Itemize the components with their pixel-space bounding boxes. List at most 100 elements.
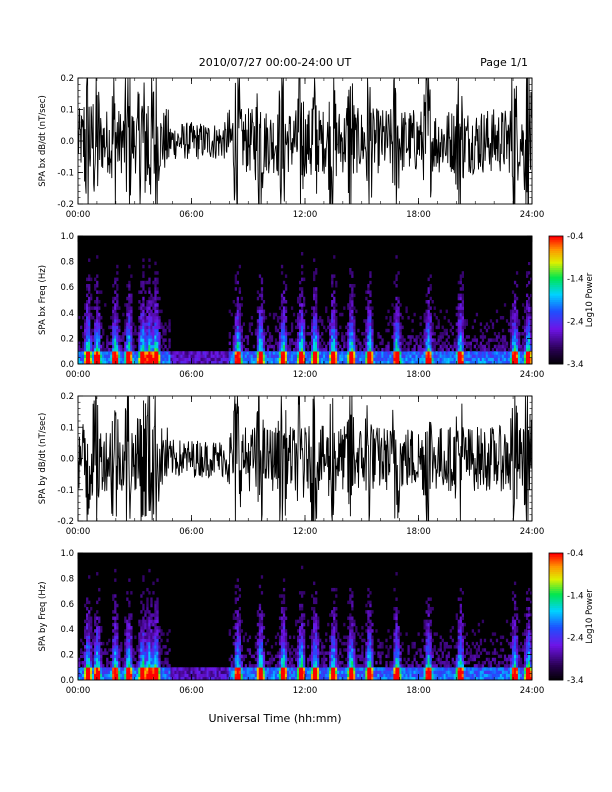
heatmap-cell (335, 670, 338, 674)
heatmap-cell (337, 657, 340, 662)
x-tick-label: 12:00 (293, 527, 318, 537)
heatmap-cell (339, 673, 342, 678)
heatmap-cell (353, 332, 356, 336)
heatmap-cell (367, 300, 370, 304)
heatmap-cell (369, 670, 372, 674)
heatmap-cell (154, 626, 157, 630)
heatmap-cell (509, 351, 513, 355)
heatmap-cell (315, 322, 318, 326)
heatmap-cell (106, 651, 109, 655)
heatmap-cell (395, 354, 398, 358)
heatmap-cell (84, 338, 87, 342)
heatmap-cell (300, 319, 304, 323)
heatmap-cell (148, 645, 151, 649)
heatmap-cell (110, 654, 113, 659)
heatmap-cell (431, 338, 434, 342)
heatmap-cell (148, 312, 151, 317)
heatmap-cell (313, 641, 316, 646)
y-tick-label: 0.4 (60, 309, 74, 319)
heatmap-cell (517, 354, 521, 358)
heatmap-cell (84, 632, 87, 636)
heatmap-cell (240, 670, 244, 674)
heatmap-cell (138, 328, 141, 333)
heatmap-cell (106, 676, 109, 681)
heatmap-cell (369, 629, 372, 633)
heatmap-cell (387, 341, 390, 346)
colorbar-segment (549, 278, 563, 282)
heatmap-cell (497, 354, 501, 358)
heatmap-cell (345, 341, 348, 346)
heatmap-cell (284, 616, 288, 620)
heatmap-cell (114, 319, 117, 323)
heatmap-cell (272, 348, 276, 352)
heatmap-cell (335, 344, 338, 349)
heatmap-cell (399, 328, 402, 333)
heatmap-cell (429, 335, 432, 339)
heatmap-cell (509, 341, 513, 346)
heatmap-cell (166, 357, 169, 362)
heatmap-cell (349, 344, 352, 349)
heatmap-cell (499, 344, 503, 349)
heatmap-cell (298, 670, 302, 674)
heatmap-cell (170, 673, 173, 678)
heatmap-cell (298, 360, 302, 365)
heatmap-cell (335, 280, 338, 285)
heatmap-cell (86, 348, 89, 352)
heatmap-cell (495, 338, 499, 342)
heatmap-cell (256, 641, 260, 646)
heatmap-cell (371, 654, 374, 659)
heatmap-cell (106, 344, 109, 349)
heatmap-cell (88, 673, 91, 678)
heatmap-cell (333, 648, 336, 652)
heatmap-cell (122, 354, 125, 358)
heatmap-cell (84, 673, 87, 678)
heatmap-cell (323, 341, 326, 346)
heatmap-cell (313, 332, 316, 336)
heatmap-cell (260, 338, 264, 342)
heatmap-cell (142, 575, 145, 579)
heatmap-cell (421, 335, 424, 339)
heatmap-cell (156, 296, 159, 301)
heatmap-cell (82, 654, 85, 659)
heatmap-cell (112, 300, 115, 304)
heatmap-cell (86, 306, 89, 310)
heatmap-cell (315, 268, 318, 272)
heatmap-cell (266, 344, 270, 349)
heatmap-cell (325, 351, 328, 355)
heatmap-cell (345, 673, 348, 678)
heatmap-cell (240, 344, 244, 349)
heatmap-cell (256, 325, 260, 330)
heatmap-cell (94, 328, 97, 333)
colorbar-segment (549, 297, 563, 301)
heatmap-cell (134, 332, 137, 336)
heatmap-cell (130, 306, 133, 310)
heatmap-cell (365, 648, 368, 652)
heatmap-cell (515, 316, 519, 320)
heatmap-cell (313, 316, 316, 320)
heatmap-cell (114, 312, 117, 317)
heatmap-cell (134, 667, 137, 671)
heatmap-cell (256, 309, 260, 314)
heatmap-cell (278, 626, 282, 630)
heatmap-cell (142, 651, 145, 655)
heatmap-cell (114, 568, 117, 573)
heatmap-cell (240, 629, 244, 633)
heatmap-cell (270, 660, 274, 665)
heatmap-cell (529, 319, 533, 323)
heatmap-cell (327, 673, 330, 678)
heatmap-cell (351, 603, 354, 608)
heatmap-cell (140, 322, 143, 326)
heatmap-cell (395, 277, 398, 282)
heatmap-cell (433, 341, 436, 346)
heatmap-cell (302, 648, 306, 652)
heatmap-cell (88, 287, 91, 291)
heatmap-cell (302, 676, 306, 681)
heatmap-cell (286, 667, 290, 671)
heatmap-cell (298, 338, 302, 342)
heatmap-cell (112, 341, 115, 346)
heatmap-cell (300, 335, 304, 339)
heatmap-cell (142, 296, 145, 301)
heatmap-cell (286, 676, 290, 681)
heatmap-cell (150, 651, 153, 655)
heatmap-cell (156, 351, 159, 355)
